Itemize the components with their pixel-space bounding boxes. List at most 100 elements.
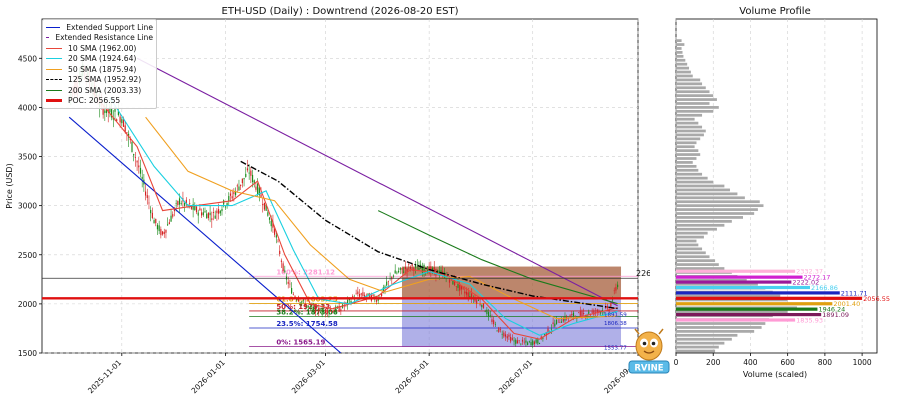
candle-body xyxy=(253,180,255,184)
volume-bar xyxy=(676,219,732,223)
candle-body xyxy=(375,300,378,302)
volume-profile-xlabel: Volume (scaled) xyxy=(743,370,807,379)
candle-body xyxy=(435,268,437,276)
candle-body xyxy=(301,301,303,303)
candle-body xyxy=(268,217,271,220)
volume-bar xyxy=(676,239,697,243)
candle-body xyxy=(574,315,576,317)
volume-bar xyxy=(676,74,693,78)
candle-body xyxy=(234,190,237,196)
candle-body xyxy=(217,209,220,214)
volume-bar xyxy=(676,255,710,259)
candle-body xyxy=(479,304,481,305)
volume-level-bar xyxy=(676,296,863,300)
candle-body xyxy=(309,306,311,308)
candle-body xyxy=(360,293,362,295)
candle-body xyxy=(525,340,527,343)
vp-x-tick-label: 600 xyxy=(781,358,796,367)
candle-body xyxy=(238,186,240,191)
candle-body xyxy=(518,340,520,341)
candle-body xyxy=(338,305,340,312)
volume-bar xyxy=(676,106,719,109)
volume-profile-chart: 2332.372272.172222.022166.862111.712056.… xyxy=(674,6,890,379)
candle-body xyxy=(180,203,182,205)
volume-bar xyxy=(676,337,732,341)
series-line xyxy=(136,57,618,307)
candle-body xyxy=(474,298,476,302)
candle-body xyxy=(345,302,347,304)
candle-body xyxy=(150,209,152,214)
candle-body xyxy=(289,283,291,285)
candle-body xyxy=(617,284,619,288)
volume-level-bar xyxy=(676,302,833,306)
y-tick-label: 1500 xyxy=(18,349,37,358)
candle-body xyxy=(199,208,201,211)
candle-body xyxy=(116,119,118,122)
volume-bar xyxy=(676,212,755,215)
volume-bar xyxy=(676,121,699,125)
candle-body xyxy=(406,268,408,272)
volume-bar xyxy=(676,149,699,153)
legend-item-sma20: 20 SMA (1924.64) xyxy=(46,54,153,65)
fib-level-label: 100%: 2281.12 xyxy=(276,268,335,276)
candle-body xyxy=(477,299,479,301)
volume-bar xyxy=(676,62,688,66)
volume-bar xyxy=(676,70,691,74)
candle-body xyxy=(369,293,371,300)
volume-bar xyxy=(676,231,708,235)
candle-body xyxy=(124,125,126,133)
candle-body xyxy=(459,284,461,291)
candle-body xyxy=(262,203,264,206)
candle-body xyxy=(297,299,299,302)
candle-body xyxy=(294,296,296,298)
volume-level-label: 1946.24 xyxy=(818,306,845,314)
candle-body xyxy=(421,267,423,273)
x-tick-label: 2026-03-01 xyxy=(290,358,327,395)
candle-body xyxy=(260,194,262,197)
candle-body xyxy=(311,307,313,309)
candle-body xyxy=(608,309,610,312)
candle-body xyxy=(416,264,418,266)
candle-body xyxy=(498,327,500,332)
candle-body xyxy=(246,168,249,171)
candle-body xyxy=(501,334,503,335)
candle-body xyxy=(107,109,109,112)
candle-body xyxy=(547,328,549,334)
volume-bar xyxy=(676,133,704,137)
candle-body xyxy=(335,306,337,312)
candle-body xyxy=(508,334,510,337)
candle-body xyxy=(409,266,412,269)
candle-body xyxy=(603,312,605,313)
candle-body xyxy=(437,270,439,275)
candle-body xyxy=(515,339,517,344)
candle-body xyxy=(377,298,379,301)
series-line xyxy=(377,210,618,305)
volume-bar xyxy=(676,47,682,50)
candle-body xyxy=(248,172,250,174)
vp-x-tick-label: 400 xyxy=(743,358,758,367)
volume-level-label: 2001.40 xyxy=(833,300,860,308)
candle-body xyxy=(482,303,485,309)
candle-body xyxy=(328,311,330,313)
candle-body xyxy=(352,295,354,298)
volume-bar xyxy=(676,66,690,70)
candle-body xyxy=(538,342,541,344)
volume-bar xyxy=(676,82,703,86)
volume-bar xyxy=(676,54,684,58)
candle-body xyxy=(544,334,546,335)
candle-body xyxy=(350,301,352,304)
candle-body xyxy=(163,231,165,235)
candle-body xyxy=(394,270,396,274)
volume-level-bar xyxy=(676,269,796,273)
volume-bar xyxy=(676,188,730,192)
volume-bar xyxy=(676,184,725,188)
x-tick-label: 2026-05-01 xyxy=(393,358,430,395)
candle-body xyxy=(418,267,420,271)
candle-body xyxy=(467,292,469,297)
candle-body xyxy=(151,212,153,218)
candle-body xyxy=(372,294,374,296)
candle-body xyxy=(605,306,607,309)
candle-body xyxy=(569,315,571,318)
candle-body xyxy=(192,204,194,210)
candle-body xyxy=(189,203,191,205)
